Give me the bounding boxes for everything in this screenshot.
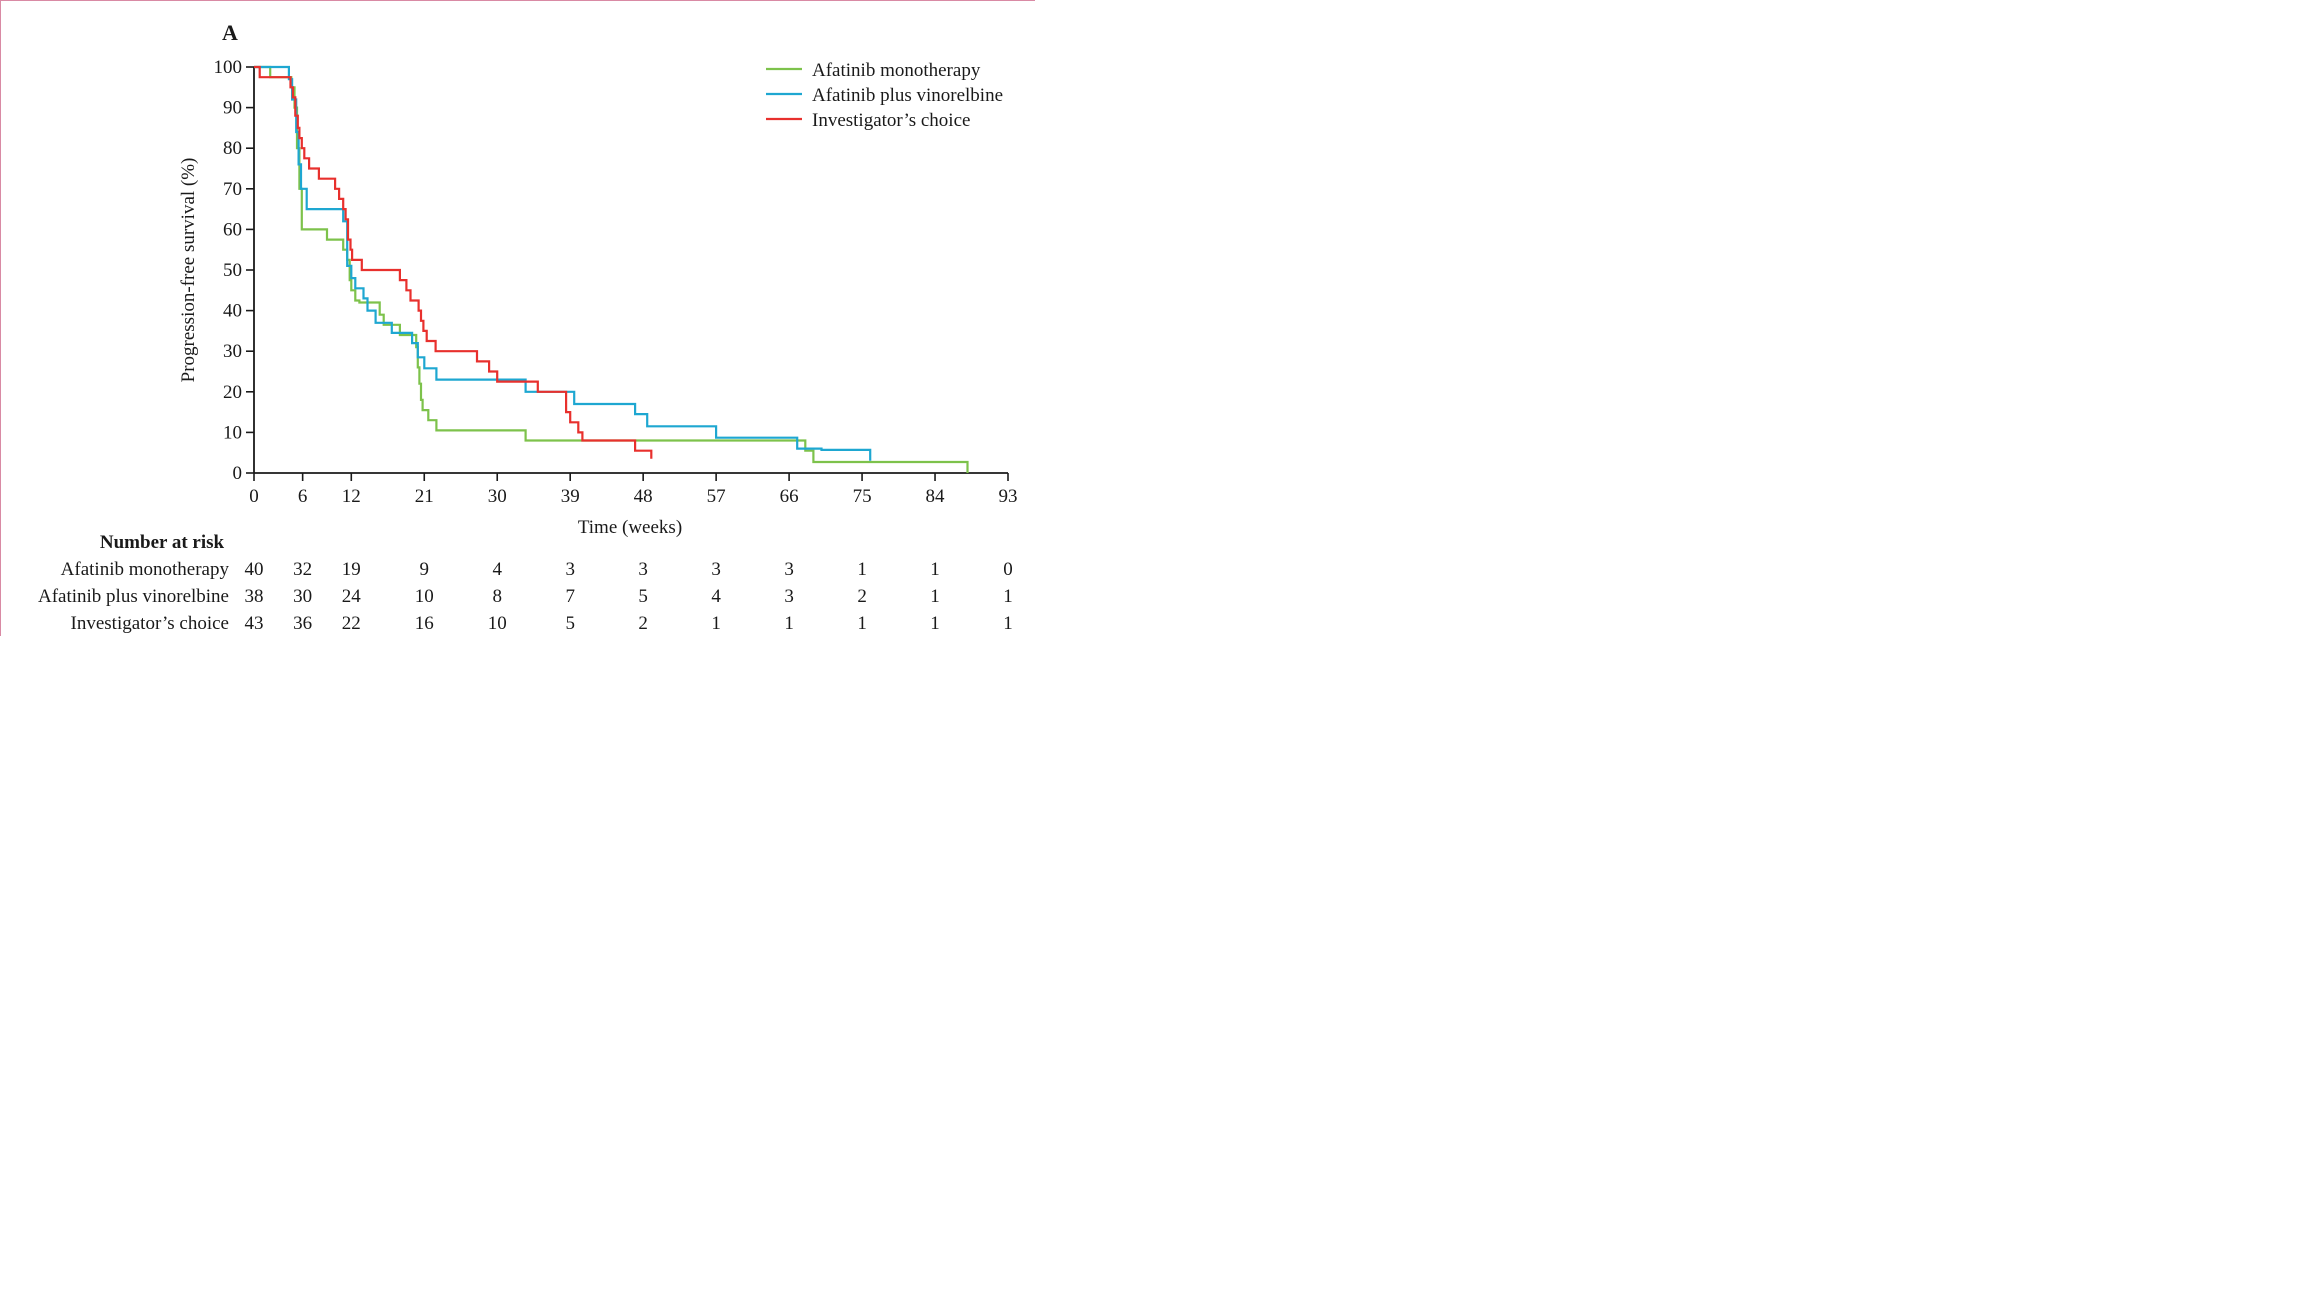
risk-value: 36: [293, 613, 312, 634]
y-tick-label: 50: [223, 260, 242, 281]
legend-label: Afatinib monotherapy: [812, 60, 981, 81]
risk-value: 10: [415, 586, 434, 607]
risk-value: 30: [293, 586, 312, 607]
x-tick-label: 21: [415, 486, 434, 507]
risk-row-label: Investigator’s choice: [71, 613, 229, 634]
risk-value: 1: [784, 613, 794, 634]
axes: 0 10 20 30 40 50 60 70 80 90 100 0 6 12 21 30 39 48 57 66 75…: [214, 57, 1018, 507]
series-line-2: [254, 65, 872, 461]
risk-value: 19: [342, 559, 361, 580]
risk-value: 5: [565, 613, 575, 634]
y-tick-label: 60: [223, 219, 242, 240]
legend-label: Investigator’s choice: [812, 110, 970, 131]
x-tick-label: 93: [999, 486, 1018, 507]
y-tick-label: 40: [223, 301, 242, 322]
panel-label: A: [222, 20, 238, 45]
y-tick-label: 100: [214, 57, 243, 78]
panel-frame-top: [0, 0, 1035, 1]
risk-table: Afatinib monotherapy 40 32 19 9 4 3 3 3 3 1 1 0Afati…: [38, 559, 1013, 634]
x-tick-label: 12: [342, 486, 361, 507]
risk-value: 1: [711, 613, 721, 634]
risk-value: 24: [342, 586, 362, 607]
y-tick-label: 90: [223, 98, 242, 119]
risk-row-label: Afatinib monotherapy: [61, 559, 230, 580]
risk-value: 40: [245, 559, 264, 580]
risk-value: 1: [930, 586, 940, 607]
x-tick-label: 57: [707, 486, 726, 507]
risk-value: 9: [420, 559, 430, 580]
risk-value: 5: [638, 586, 648, 607]
x-tick-label: 75: [853, 486, 872, 507]
y-axis-label: Progression-free survival (%): [178, 158, 199, 383]
risk-value: 3: [784, 559, 794, 580]
risk-value: 2: [857, 586, 867, 607]
risk-value: 1: [930, 613, 940, 634]
risk-value: 3: [638, 559, 648, 580]
risk-value: 8: [492, 586, 502, 607]
risk-value: 1: [857, 559, 867, 580]
x-axis-label: Time (weeks): [578, 517, 682, 538]
risk-value: 43: [245, 613, 264, 634]
x-tick-label: 84: [926, 486, 946, 507]
x-tick-label: 66: [780, 486, 799, 507]
risk-value: 38: [245, 586, 264, 607]
risk-value: 1: [1003, 586, 1013, 607]
x-tick-label: 30: [488, 486, 507, 507]
risk-value: 0: [1003, 559, 1013, 580]
risk-value: 7: [565, 586, 575, 607]
panel-frame-left: [0, 0, 1, 636]
y-tick-label: 10: [223, 422, 242, 443]
survival-curves: [254, 65, 969, 473]
risk-row-label: Afatinib plus vinorelbine: [38, 586, 229, 607]
x-tick-label: 0: [249, 486, 259, 507]
y-tick-label: 80: [223, 138, 242, 159]
y-axis-label-group: Progression-free survival (%): [178, 158, 199, 383]
y-tick-label: 0: [233, 463, 243, 484]
risk-value: 1: [857, 613, 867, 634]
risk-value: 16: [415, 613, 434, 634]
y-tick-label: 70: [223, 179, 242, 200]
risk-value: 3: [784, 586, 794, 607]
risk-value: 3: [565, 559, 575, 580]
x-tick-label: 48: [634, 486, 653, 507]
x-tick-label: 6: [298, 486, 308, 507]
risk-value: 32: [293, 559, 312, 580]
legend-label: Afatinib plus vinorelbine: [812, 85, 1003, 106]
risk-value: 4: [711, 586, 721, 607]
x-tick-label: 39: [561, 486, 580, 507]
risk-value: 1: [1003, 613, 1013, 634]
risk-table-title: Number at risk: [100, 532, 225, 553]
y-tick-label: 20: [223, 382, 242, 403]
legend: Afatinib monotherapy Afatinib plus vinore…: [766, 60, 1003, 131]
risk-value: 1: [930, 559, 940, 580]
risk-value: 22: [342, 613, 361, 634]
risk-value: 10: [488, 613, 507, 634]
y-tick-label: 30: [223, 341, 242, 362]
series-line-3: [254, 65, 653, 459]
risk-value: 3: [711, 559, 721, 580]
risk-value: 4: [492, 559, 502, 580]
risk-value: 2: [638, 613, 648, 634]
